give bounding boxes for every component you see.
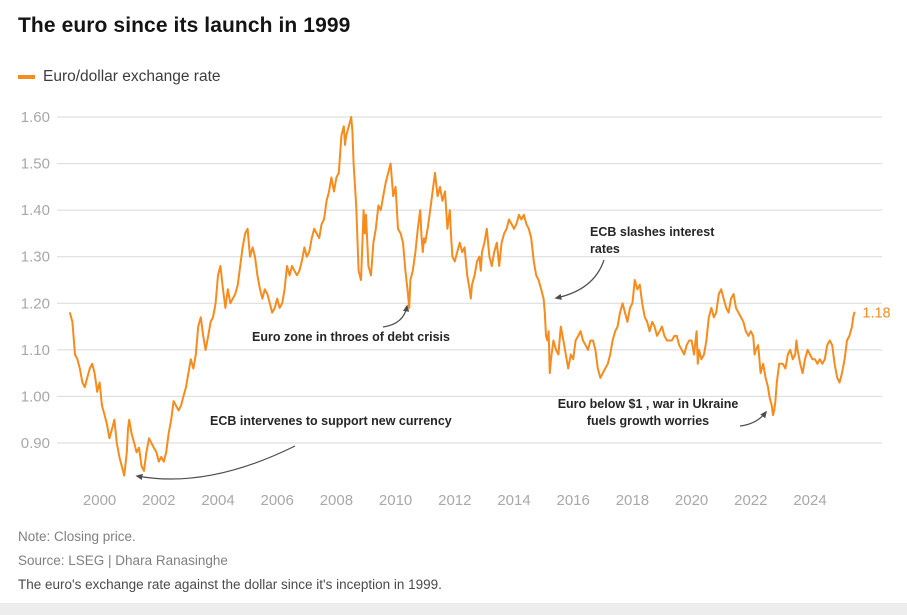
legend-line-swatch: [18, 75, 35, 79]
legend-label: Euro/dollar exchange rate: [43, 68, 221, 85]
x-tick-label: 2010: [379, 492, 412, 509]
bottom-strip: [0, 603, 907, 615]
y-tick-label: 1.30: [21, 249, 50, 266]
x-axis-labels: 2000 2002 2004 2006 2008 2010 2012 2014 2016 2018…: [83, 492, 827, 509]
x-tick-label: 2000: [83, 492, 116, 509]
annotation-arrows: [135, 259, 767, 481]
annotation-arrow: [554, 259, 605, 300]
x-tick-label: 2014: [497, 492, 530, 509]
x-tick-label: 2024: [793, 492, 826, 509]
x-tick-label: 2020: [675, 492, 708, 509]
x-tick-label: 2006: [261, 492, 294, 509]
x-tick-label: 2012: [438, 492, 471, 509]
x-tick-label: 2004: [201, 492, 234, 509]
x-tick-label: 2002: [142, 492, 175, 509]
x-tick-label: 2018: [616, 492, 649, 509]
latest-value-label: 1.18: [862, 306, 890, 322]
y-axis-labels: 1.60 1.50 1.40 1.30 1.20 1.10 1.00 0.90: [21, 109, 50, 452]
annotation-arrow: [739, 410, 767, 427]
exchange-rate-line: [69, 116, 856, 477]
legend: Euro/dollar exchange rate: [18, 68, 221, 86]
gridlines: [57, 116, 882, 444]
y-tick-label: 1.60: [21, 109, 50, 126]
x-tick-label: 2022: [734, 492, 767, 509]
chart-caption: The euro's exchange rate against the dol…: [18, 577, 442, 592]
y-tick-label: 1.20: [21, 295, 50, 312]
footnote-closing-price: Note: Closing price.: [18, 529, 136, 544]
x-tick-label: 2008: [320, 492, 353, 509]
annotation-arrow: [135, 445, 296, 481]
y-tick-label: 1.50: [21, 156, 50, 173]
y-tick-label: 1.10: [21, 342, 50, 359]
y-tick-label: 1.00: [21, 388, 50, 405]
y-tick-label: 1.40: [21, 202, 50, 219]
annotation-arrow: [382, 304, 410, 328]
y-tick-label: 0.90: [21, 435, 50, 452]
source-line: Source: LSEG | Dhara Ranasinghe: [18, 553, 228, 568]
page-title: The euro since its launch in 1999: [18, 14, 351, 37]
x-tick-label: 2016: [557, 492, 590, 509]
